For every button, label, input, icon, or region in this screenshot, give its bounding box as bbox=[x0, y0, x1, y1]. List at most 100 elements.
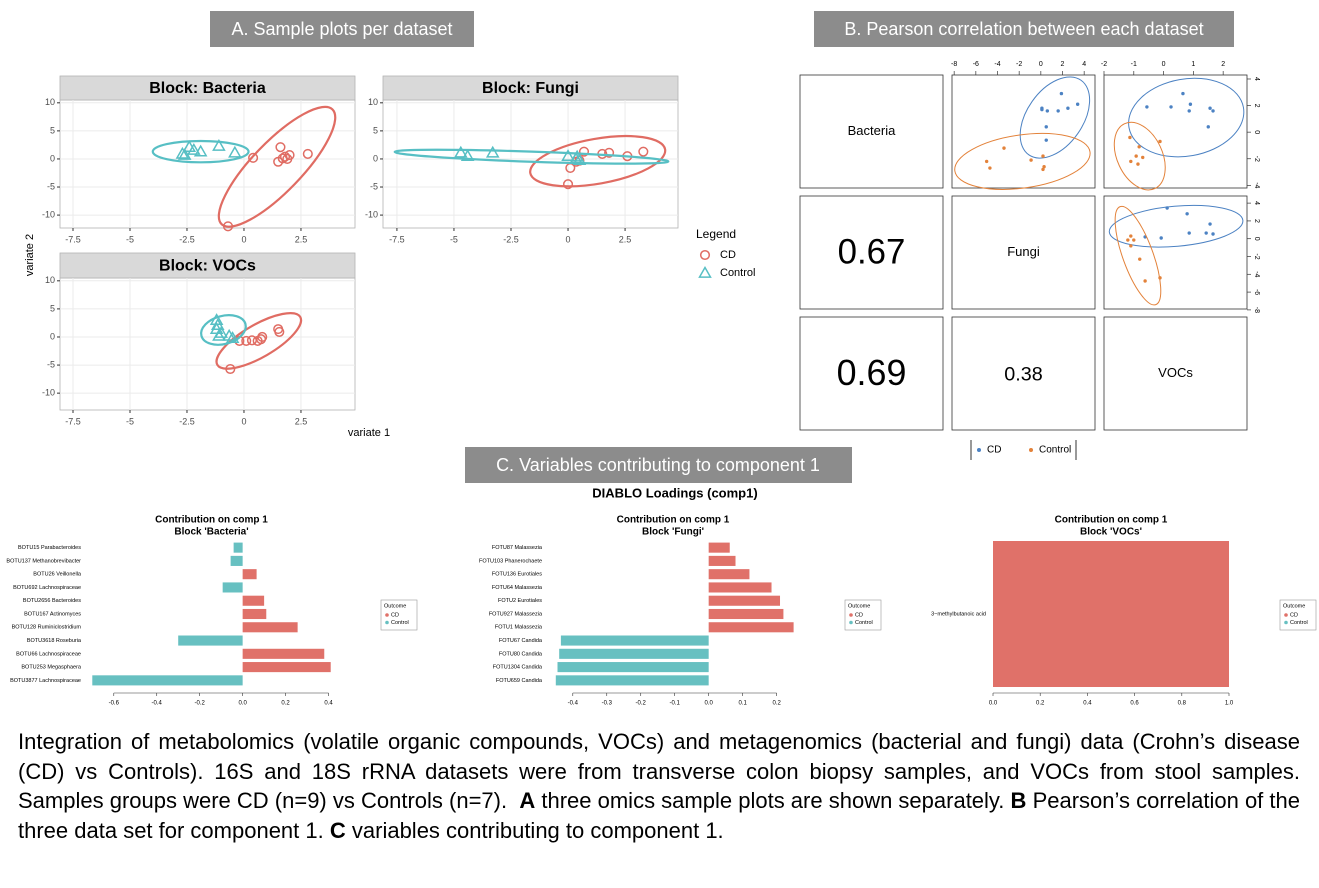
bar bbox=[708, 569, 750, 580]
caption-text: three omics sample plots are shown separ… bbox=[541, 788, 1005, 813]
confidence-ellipse bbox=[1108, 204, 1244, 248]
legend-title: Outcome bbox=[384, 603, 406, 609]
point bbox=[1066, 106, 1070, 110]
point bbox=[460, 149, 475, 162]
x-tick-label: -7.5 bbox=[65, 416, 81, 426]
x-tick-label: 2.5 bbox=[295, 416, 308, 426]
category-label: FOTU87 Malassezia bbox=[492, 545, 543, 551]
point bbox=[275, 142, 286, 153]
y-tick-label: 2 bbox=[1253, 104, 1260, 108]
bar bbox=[708, 555, 736, 566]
category-label: FOTU2 Eurotiales bbox=[498, 598, 542, 604]
point bbox=[1126, 238, 1130, 242]
chart-title: Contribution on comp 1 bbox=[1055, 515, 1168, 526]
legend-marker bbox=[849, 613, 853, 617]
x-tick-label: -2.5 bbox=[503, 234, 519, 244]
point bbox=[1187, 231, 1191, 235]
point bbox=[988, 166, 992, 170]
x-tick-label: 2.5 bbox=[295, 234, 308, 244]
x-tick-label: 0 bbox=[241, 416, 246, 426]
y-tick-label: 5 bbox=[373, 125, 378, 135]
point bbox=[225, 331, 240, 343]
point bbox=[1045, 109, 1050, 113]
x-tick-label: 0 bbox=[566, 234, 571, 244]
point bbox=[1158, 139, 1162, 144]
pairs-cell bbox=[951, 316, 1096, 431]
facet-title: Block: Bacteria bbox=[149, 80, 266, 97]
point bbox=[1159, 236, 1163, 240]
point bbox=[187, 142, 201, 155]
point bbox=[1137, 145, 1141, 149]
point bbox=[1059, 91, 1064, 96]
point bbox=[1204, 231, 1208, 235]
caption-label: B bbox=[1010, 788, 1027, 813]
confidence-ellipse bbox=[217, 105, 337, 228]
point bbox=[1040, 107, 1044, 112]
y-tick-label: -2 bbox=[1253, 156, 1260, 162]
point bbox=[572, 153, 587, 165]
legend-label: CD bbox=[987, 445, 1001, 456]
point bbox=[228, 145, 242, 158]
category-label: BOTU128 Ruminiclostridium bbox=[12, 625, 82, 631]
x-tick-label: -4 bbox=[994, 61, 1000, 68]
legend-title: Outcome bbox=[848, 603, 870, 609]
category-label: FOTU64 Malassezia bbox=[492, 585, 543, 591]
pairs-label: Fungi bbox=[1007, 244, 1040, 259]
y-tick-label: -4 bbox=[1253, 271, 1260, 277]
figure: A. Sample plots per dataset B. Pearson c… bbox=[6, 11, 1317, 707]
point bbox=[210, 318, 225, 331]
bar bbox=[92, 675, 243, 686]
y-tick-label: -10 bbox=[365, 209, 378, 219]
bar bbox=[242, 569, 257, 580]
point bbox=[984, 159, 989, 164]
x-tick-label: 0.4 bbox=[324, 701, 333, 707]
x-tick-label: 0.0 bbox=[989, 701, 998, 707]
x-tick-label: -2.5 bbox=[179, 234, 195, 244]
point bbox=[1208, 106, 1212, 110]
point bbox=[1185, 212, 1189, 216]
legend-title: Legend bbox=[696, 227, 736, 241]
facet-title: Block: Fungi bbox=[482, 80, 579, 97]
point bbox=[699, 249, 711, 261]
point bbox=[1129, 244, 1133, 248]
facet-header bbox=[59, 75, 356, 101]
point bbox=[282, 153, 293, 164]
x-tick-label: -2 bbox=[1101, 61, 1107, 68]
category-label: BOTU3618 Roseburia bbox=[27, 638, 82, 644]
y-tick-label: 4 bbox=[1253, 77, 1260, 81]
x-tick-label: -0.1 bbox=[670, 701, 681, 707]
y-tick-label: 0 bbox=[1253, 130, 1260, 134]
point bbox=[1056, 109, 1060, 113]
caption-label: C bbox=[329, 817, 346, 843]
bar bbox=[242, 622, 298, 633]
caption-text: variables contributing to component 1. bbox=[351, 817, 724, 843]
point bbox=[175, 146, 190, 159]
y-tick-label: 10 bbox=[45, 97, 55, 107]
facet-header bbox=[382, 75, 679, 101]
point bbox=[1169, 105, 1173, 109]
point bbox=[1188, 102, 1193, 106]
point bbox=[1129, 234, 1133, 238]
point bbox=[241, 335, 252, 346]
x-tick-label: -0.6 bbox=[109, 701, 120, 707]
y-tick-label: -5 bbox=[47, 181, 55, 191]
bar bbox=[178, 635, 243, 646]
point bbox=[698, 265, 712, 278]
facet-title: Block: VOCs bbox=[159, 258, 256, 275]
x-tick-label: -2.5 bbox=[179, 416, 195, 426]
x-tick-label: -5 bbox=[450, 234, 458, 244]
category-label: FOTU927 Malassezia bbox=[489, 611, 543, 617]
pairs-label: Bacteria bbox=[848, 123, 896, 138]
point bbox=[246, 335, 258, 346]
point bbox=[212, 139, 226, 151]
legend-label: Control bbox=[1039, 445, 1071, 456]
chart-subtitle: Block 'Fungi' bbox=[642, 527, 704, 538]
bar bbox=[233, 542, 243, 553]
x-tick-label: -5 bbox=[126, 234, 134, 244]
correlation-value: 0.67 bbox=[838, 233, 906, 272]
confidence-ellipse bbox=[200, 314, 247, 346]
confidence-ellipse bbox=[529, 134, 667, 188]
pairs-cell bbox=[799, 195, 944, 310]
category-label: 3−methylbutanoic acid bbox=[931, 611, 986, 617]
legend-label: CD bbox=[720, 249, 736, 261]
